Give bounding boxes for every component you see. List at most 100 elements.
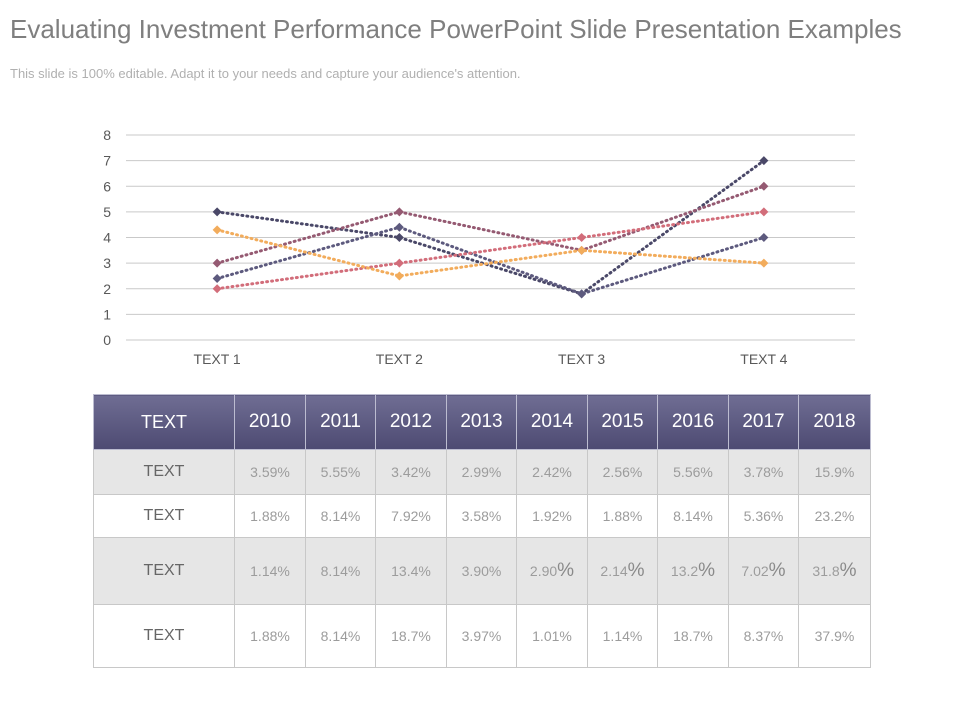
- table-cell: 8.37%: [728, 604, 799, 668]
- data-point: [212, 274, 222, 283]
- y-tick-label: 1: [103, 306, 111, 322]
- percent-sign: %: [557, 560, 575, 581]
- header-cell: 2012: [375, 394, 447, 450]
- header-cell: TEXT: [93, 394, 235, 450]
- y-tick-label: 8: [103, 127, 111, 143]
- data-point: [212, 207, 222, 217]
- table-cell: 2.14%: [587, 537, 658, 605]
- data-point: [759, 258, 769, 268]
- table-cell: 15.9%: [798, 449, 871, 495]
- table-cell: 31.8%: [798, 537, 871, 605]
- row-label: TEXT: [93, 537, 235, 605]
- table-cell: 7.02%: [728, 537, 799, 605]
- table-cell: 1.88%: [587, 494, 658, 538]
- table-cell: 1.88%: [234, 494, 306, 538]
- data-point: [394, 258, 404, 268]
- y-tick-label: 4: [103, 230, 111, 246]
- series-line: [215, 210, 766, 291]
- table-cell: 1.88%: [234, 604, 306, 668]
- table-cell: 5.56%: [657, 449, 729, 495]
- data-point: [577, 233, 587, 242]
- table-row: TEXT 1.88% 8.14% 18.7% 3.97% 1.01% 1.14%…: [93, 604, 871, 668]
- table-row: TEXT 3.59% 5.55% 3.42% 2.99% 2.42% 2.56%…: [93, 449, 871, 495]
- header-cell: 2010: [234, 394, 306, 450]
- data-point: [212, 225, 222, 235]
- y-tick-label: 5: [103, 204, 111, 220]
- data-point: [577, 289, 587, 299]
- header-cell: 2011: [305, 394, 376, 450]
- table-cell: 3.42%: [375, 449, 447, 495]
- table-cell: 3.58%: [446, 494, 517, 538]
- cell-value: 7.02: [741, 563, 769, 579]
- series-line: [215, 184, 766, 265]
- header-cell: 2014: [516, 394, 588, 450]
- table-cell: 23.2%: [798, 494, 871, 538]
- data-point: [394, 271, 404, 281]
- table-cell: 3.97%: [446, 604, 517, 668]
- data-point: [759, 233, 769, 242]
- x-tick-label: TEXT 2: [376, 351, 423, 367]
- x-tick-label: TEXT 4: [740, 351, 787, 367]
- cell-value: 13.2: [670, 563, 699, 579]
- table-cell: 2.90%: [516, 537, 588, 605]
- row-label: TEXT: [93, 604, 235, 668]
- cell-value: 2.14: [600, 563, 628, 579]
- y-tick-label: 7: [103, 153, 111, 169]
- percent-sign: %: [627, 560, 645, 581]
- table-row: TEXT 1.88% 8.14% 7.92% 3.58% 1.92% 1.88%…: [93, 494, 871, 538]
- header-cell: 2015: [587, 394, 658, 450]
- slide-subtitle: This slide is 100% editable. Adapt it to…: [10, 66, 521, 81]
- table-cell: 1.01%: [516, 604, 588, 668]
- table-cell: 1.14%: [587, 604, 658, 668]
- line-chart: 0 1 2 3 4 5 6 7 8 TEXT 1 TEXT 2 TEXT 3 TEXT 4: [103, 127, 855, 367]
- table-cell: 5.55%: [305, 449, 376, 495]
- y-tick-label: 6: [103, 178, 111, 194]
- data-point: [759, 207, 769, 217]
- table-cell: 13.4%: [375, 537, 447, 605]
- data-point: [212, 284, 222, 294]
- table-cell: 37.9%: [798, 604, 871, 668]
- table-cell: 8.14%: [305, 604, 376, 668]
- data-point: [394, 222, 404, 232]
- row-label: TEXT: [93, 494, 235, 538]
- cell-value: 31.8: [812, 563, 840, 579]
- table-cell: 2.99%: [446, 449, 517, 495]
- data-point: [759, 156, 769, 166]
- table-row: TEXT 1.14% 8.14% 13.4% 3.90% 2.90% 2.14%…: [93, 537, 871, 605]
- table-cell: 8.14%: [305, 537, 376, 605]
- table-cell: 2.56%: [587, 449, 658, 495]
- data-point: [759, 181, 769, 191]
- data-table: TEXT 2010 2011 2012 2013 2014 2015 2016 …: [93, 394, 871, 668]
- header-cell: 2018: [798, 394, 871, 450]
- series-line: [215, 159, 766, 296]
- table-cell: 5.36%: [728, 494, 799, 538]
- y-tick-label: 3: [103, 255, 111, 271]
- table-cell: 13.2%: [657, 537, 729, 605]
- data-point: [212, 258, 222, 268]
- table-cell: 7.92%: [375, 494, 447, 538]
- table-cell: 1.14%: [234, 537, 306, 605]
- data-point: [577, 245, 587, 255]
- table-cell: 18.7%: [375, 604, 447, 668]
- data-point: [394, 233, 404, 242]
- slide-title: Evaluating Investment Performance PowerP…: [10, 14, 902, 44]
- percent-sign: %: [698, 560, 716, 581]
- table-cell: 3.59%: [234, 449, 306, 495]
- header-cell: 2017: [728, 394, 799, 450]
- header-cell: 2016: [657, 394, 729, 450]
- table-cell: 8.14%: [657, 494, 729, 538]
- x-tick-label: TEXT 3: [558, 351, 605, 367]
- table-cell: 2.42%: [516, 449, 588, 495]
- table-cell: 8.14%: [305, 494, 376, 538]
- cell-value: 2.90: [529, 563, 558, 579]
- table-header-row: TEXT 2010 2011 2012 2013 2014 2015 2016 …: [93, 394, 871, 450]
- table-cell: 3.78%: [728, 449, 799, 495]
- y-tick-label: 2: [103, 281, 111, 297]
- percent-sign: %: [768, 560, 786, 581]
- percent-sign: %: [839, 560, 857, 581]
- x-tick-label: TEXT 1: [194, 351, 241, 367]
- row-label: TEXT: [93, 449, 235, 495]
- table-cell: 18.7%: [657, 604, 729, 668]
- series-line: [215, 228, 766, 278]
- header-cell: 2013: [446, 394, 517, 450]
